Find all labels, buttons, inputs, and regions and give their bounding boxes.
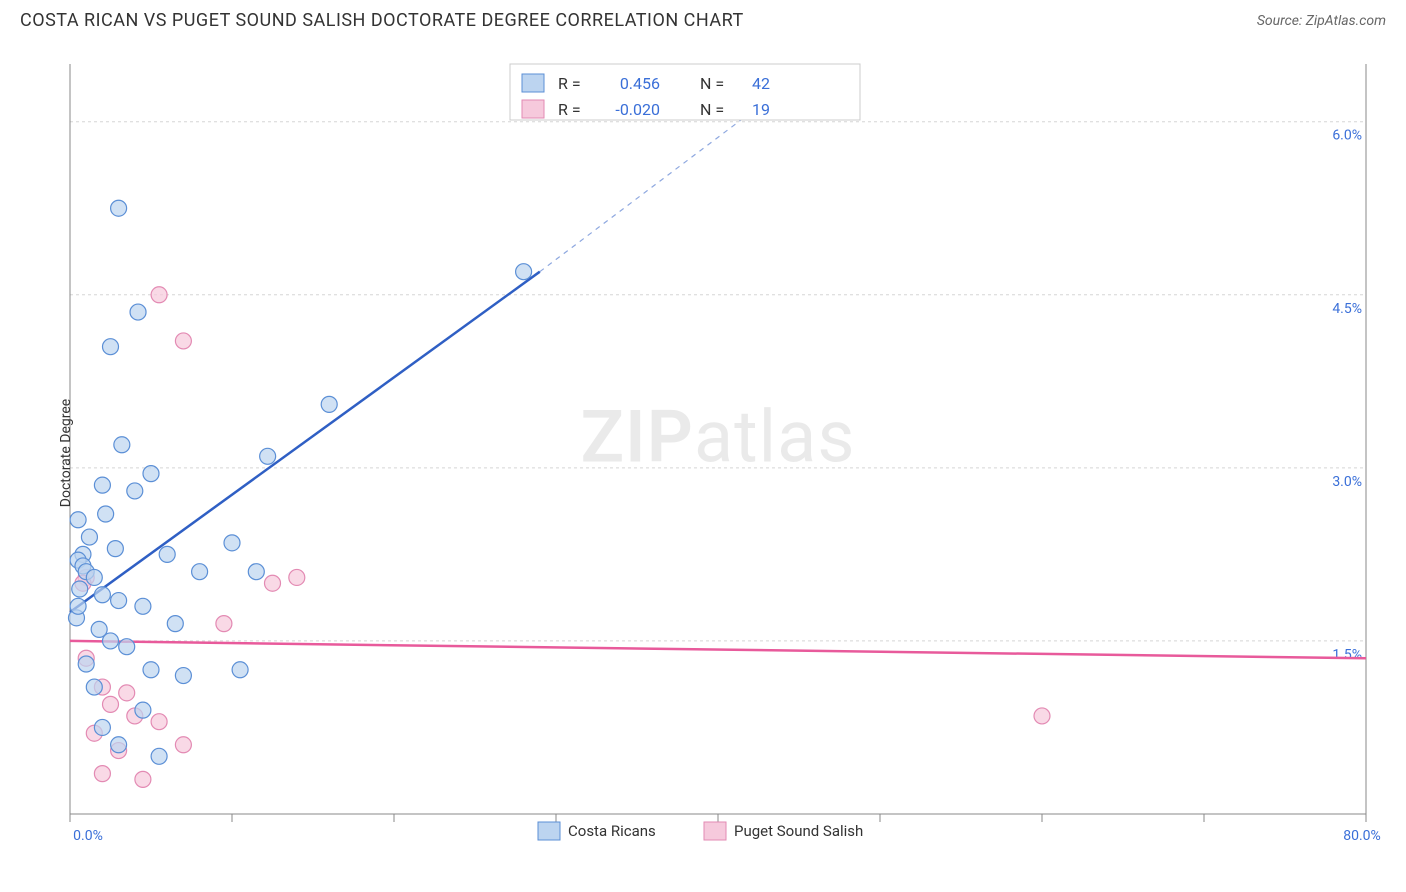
legend-n-label: N = (700, 74, 724, 93)
chart-header: COSTA RICAN VS PUGET SOUND SALISH DOCTOR… (0, 0, 1406, 39)
data-point (103, 339, 119, 355)
data-point (98, 506, 114, 522)
data-point (107, 541, 123, 557)
data-point (78, 656, 94, 672)
data-point (70, 598, 86, 614)
legend-swatch (522, 100, 544, 118)
data-point (224, 535, 240, 551)
data-point (260, 448, 276, 464)
y-tick-label: 4.5% (1332, 301, 1362, 317)
legend-r-value: -0.020 (615, 100, 660, 119)
data-point (127, 483, 143, 499)
legend-r-label: R = (558, 100, 581, 119)
data-point (119, 639, 135, 655)
data-point (167, 616, 183, 632)
trendline-pink (70, 641, 1366, 658)
legend-r-value: 0.456 (620, 74, 660, 93)
data-point (1034, 708, 1050, 724)
data-point (289, 569, 305, 585)
data-point (119, 685, 135, 701)
data-point (111, 593, 127, 609)
data-point (94, 587, 110, 603)
data-point (94, 719, 110, 735)
x-tick-label: 0.0% (73, 828, 103, 844)
data-point (70, 512, 86, 528)
legend-n-value: 19 (752, 100, 770, 119)
data-point (111, 737, 127, 753)
data-point (321, 396, 337, 412)
data-point (151, 748, 167, 764)
data-point (159, 546, 175, 562)
data-point (103, 633, 119, 649)
data-point (248, 564, 264, 580)
legend-n-label: N = (700, 100, 724, 119)
chart-source: Source: ZipAtlas.com (1257, 13, 1386, 29)
bottom-legend-swatch (704, 822, 726, 840)
data-point (72, 581, 88, 597)
legend-r-label: R = (558, 74, 581, 93)
data-point (216, 616, 232, 632)
data-point (111, 200, 127, 216)
data-point (143, 662, 159, 678)
data-point (232, 662, 248, 678)
y-axis-label: Doctorate Degree (58, 399, 74, 507)
y-tick-label: 1.5% (1332, 647, 1362, 663)
data-point (94, 766, 110, 782)
data-point (103, 696, 119, 712)
legend-n-value: 42 (752, 74, 770, 93)
y-tick-label: 3.0% (1332, 474, 1362, 490)
data-point (94, 477, 110, 493)
data-point (151, 714, 167, 730)
data-point (151, 287, 167, 303)
data-point (175, 737, 191, 753)
data-point (192, 564, 208, 580)
data-point (86, 569, 102, 585)
chart-container: Doctorate Degree 1.5% 3.0% 4.5% 6.0% 0.0% 80.… (50, 44, 1386, 862)
chart-title: COSTA RICAN VS PUGET SOUND SALISH DOCTOR… (20, 10, 744, 31)
data-point (114, 437, 130, 453)
data-point (175, 333, 191, 349)
data-point (135, 702, 151, 718)
data-point (516, 264, 532, 280)
trendline-blue (70, 272, 540, 612)
data-point (143, 466, 159, 482)
x-tick-label: 80.0% (1343, 828, 1381, 844)
data-point (130, 304, 146, 320)
data-point (135, 771, 151, 787)
legend-swatch (522, 74, 544, 92)
bottom-legend-label: Puget Sound Salish (734, 822, 863, 840)
data-point (135, 598, 151, 614)
data-point (86, 679, 102, 695)
y-tick-label: 6.0% (1332, 128, 1362, 144)
data-point (265, 575, 281, 591)
data-point (81, 529, 97, 545)
correlation-scatter-chart: 1.5% 3.0% 4.5% 6.0% 0.0% 80.0% R = 0.456 N = 42 R … (50, 44, 1386, 862)
bottom-legend-label: Costa Ricans (568, 822, 656, 840)
data-point (175, 668, 191, 684)
bottom-legend-swatch (538, 822, 560, 840)
